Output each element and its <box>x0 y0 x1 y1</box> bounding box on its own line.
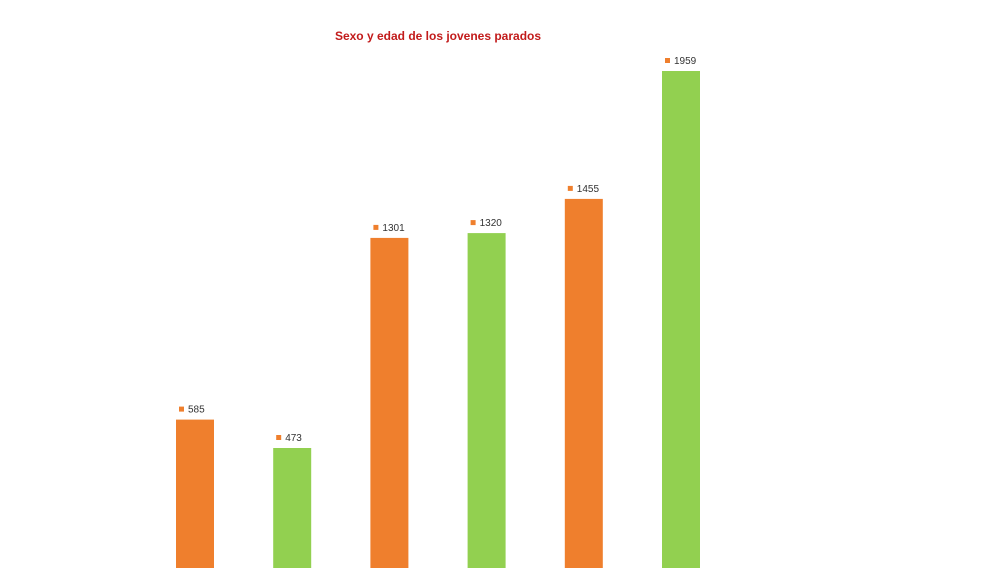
data-label-6: 1959 <box>674 56 697 67</box>
labels-layer: 585 473 1301 1320 1455 1959 <box>179 56 697 444</box>
data-label-2: 473 <box>285 433 302 444</box>
chart-title: Sexo y edad de los jovenes parados <box>334 29 542 43</box>
data-label-marker-4 <box>470 220 476 226</box>
data-label-marker-6 <box>665 58 670 63</box>
bar-1 <box>176 419 214 568</box>
data-label-1: 585 <box>188 405 205 416</box>
data-label-5: 1455 <box>577 184 600 195</box>
bar-5 <box>564 198 603 568</box>
data-label-marker-2 <box>276 435 282 440</box>
bars-layer <box>176 71 700 568</box>
data-label-marker-5 <box>567 185 573 191</box>
bar-6 <box>662 71 700 568</box>
data-label-3: 1301 <box>382 223 405 234</box>
data-label-marker-1 <box>179 406 184 412</box>
bar-3 <box>370 237 409 568</box>
data-label-4: 1320 <box>480 218 503 229</box>
bar-2 <box>273 448 312 568</box>
data-label-marker-3 <box>373 224 379 230</box>
bar-4 <box>467 233 506 568</box>
